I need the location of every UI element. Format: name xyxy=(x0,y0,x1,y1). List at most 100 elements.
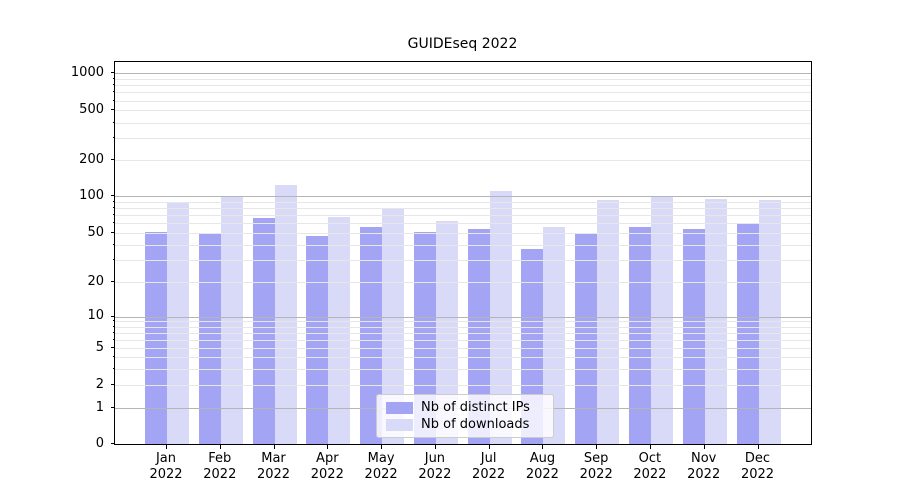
gridline-minor xyxy=(115,215,811,217)
legend-label: Nb of downloads xyxy=(421,417,530,432)
gridline-minor xyxy=(115,233,811,234)
y-tick xyxy=(111,159,115,161)
x-tick-label-year: 2022 xyxy=(310,467,344,482)
x-tick-label-year: 2022 xyxy=(418,467,452,482)
x-tick-label-oct: Oct 2022 xyxy=(618,451,682,483)
y-tick-label: 20 xyxy=(87,273,104,289)
y-tick-minor xyxy=(113,200,115,202)
gridline-minor xyxy=(115,122,811,124)
x-tick-label-month: Jun xyxy=(424,451,446,466)
bar-jan-downloads xyxy=(167,201,189,444)
x-tick-label-month: Oct xyxy=(638,451,662,466)
gridline-minor xyxy=(115,385,811,387)
gridline-minor xyxy=(115,100,811,102)
x-tick-label-month: Feb xyxy=(208,451,232,466)
y-tick xyxy=(111,109,115,111)
x-tick-label-month: Jul xyxy=(480,451,497,466)
x-tick xyxy=(273,445,275,449)
x-tick-label-sep: Sep 2022 xyxy=(564,451,628,483)
y-tick-label: 500 xyxy=(79,101,104,117)
gridline-major xyxy=(115,196,811,198)
legend-row: Nb of distinct IPs xyxy=(386,400,545,415)
x-tick xyxy=(757,445,759,449)
gridline-minor xyxy=(115,348,811,349)
x-tick-label-mar: Mar 2022 xyxy=(242,451,306,483)
y-tick xyxy=(111,72,115,74)
x-tick-label-jul: Jul 2022 xyxy=(457,451,521,483)
legend-swatch-downloads xyxy=(386,418,413,431)
y-tick xyxy=(111,407,115,408)
x-tick xyxy=(327,445,329,449)
gridline-minor xyxy=(115,326,811,328)
gridline-minor xyxy=(115,78,811,80)
x-tick-label-month: Sep xyxy=(583,451,609,466)
y-tick-label: 1 xyxy=(95,399,104,415)
y-tick-minor xyxy=(113,121,115,123)
y-tick-minor xyxy=(113,207,115,209)
y-tick-minor xyxy=(113,356,115,358)
legend: Nb of distinct IPs Nb of downloads xyxy=(376,394,554,438)
y-tick-label: 2 xyxy=(95,376,104,392)
gridline-minor xyxy=(115,208,811,210)
y-tick-minor xyxy=(113,325,115,327)
x-tick xyxy=(488,445,490,449)
chart-title: GUIDEseq 2022 xyxy=(407,36,518,52)
x-tick-label-dec: Dec 2022 xyxy=(726,451,790,483)
gridline-minor xyxy=(115,223,811,225)
y-tick-label: 1000 xyxy=(70,64,104,80)
y-tick-minor xyxy=(113,137,115,139)
y-tick-minor xyxy=(113,214,115,216)
y-tick-minor xyxy=(113,243,115,245)
x-tick-label-month: Aug xyxy=(529,451,556,466)
y-tick-minor xyxy=(113,222,115,224)
y-tick xyxy=(111,347,115,348)
x-tick-label-aug: Aug 2022 xyxy=(510,451,574,483)
x-tick xyxy=(219,445,221,449)
y-tick-minor xyxy=(113,367,115,369)
x-tick-label-year: 2022 xyxy=(364,467,398,482)
y-tick-minor xyxy=(113,91,115,93)
gridline-minor xyxy=(115,92,811,94)
y-tick-minor xyxy=(113,338,115,340)
x-tick-label-month: Dec xyxy=(744,451,771,466)
bar-oct-downloads xyxy=(650,195,673,444)
gridline-minor xyxy=(115,368,811,370)
x-tick-label-apr: Apr 2022 xyxy=(295,451,359,483)
bar-apr-downloads xyxy=(328,216,351,444)
y-tick-minor xyxy=(113,320,115,322)
x-tick-label-year: 2022 xyxy=(687,467,721,482)
gridline-minor xyxy=(115,332,811,334)
x-tick-label-nov: Nov 2022 xyxy=(672,451,736,483)
x-tick-label-may: May 2022 xyxy=(349,451,413,483)
y-tick-minor xyxy=(113,77,115,79)
gridline-minor xyxy=(115,110,811,112)
x-tick-label-jun: Jun 2022 xyxy=(403,451,467,483)
y-tick xyxy=(111,443,115,444)
gridline-minor xyxy=(115,282,811,283)
gridline-major xyxy=(115,316,811,318)
y-tick-minor xyxy=(113,259,115,261)
y-tick xyxy=(111,315,115,317)
y-tick-label: 10 xyxy=(87,308,104,323)
gridline-minor xyxy=(115,357,811,359)
y-tick-label: 50 xyxy=(87,224,104,240)
legend-label: Nb of distinct IPs xyxy=(421,400,530,415)
bar-jun-distinct-ips xyxy=(413,232,436,444)
gridline-minor xyxy=(115,201,811,203)
gridline-minor xyxy=(115,321,811,323)
x-tick xyxy=(381,445,383,449)
bar-jun-downloads xyxy=(435,220,458,444)
legend-row: Nb of downloads xyxy=(386,417,545,432)
gridline-minor xyxy=(115,339,811,341)
x-tick-label-jan: Jan 2022 xyxy=(134,451,198,483)
y-tick xyxy=(111,384,115,386)
bar-jul-downloads xyxy=(489,191,512,444)
y-tick-minor xyxy=(113,99,115,101)
y-tick xyxy=(111,195,115,197)
x-tick-label-year: 2022 xyxy=(633,467,667,482)
bar-may-downloads xyxy=(382,207,405,444)
gridline-minor xyxy=(115,260,811,262)
y-tick-minor xyxy=(113,331,115,333)
bar-mar-downloads xyxy=(274,184,297,444)
